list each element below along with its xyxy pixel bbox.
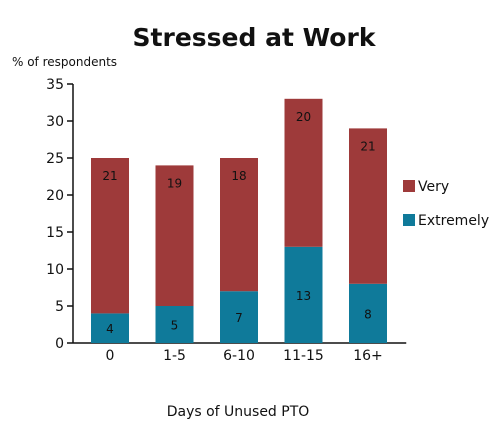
y-tick-label: 0: [55, 336, 64, 352]
y-axis: 0 5 10 15 20 25 30 35: [46, 77, 74, 352]
legend: Very Extremely: [403, 179, 489, 229]
x-tick-label: 1-5: [163, 348, 186, 364]
legend-swatch-very: [403, 180, 415, 192]
x-tick-label: 11-15: [283, 348, 324, 364]
bar-extremely-16+: [349, 283, 387, 343]
data-label-extremely: 8: [364, 307, 372, 321]
data-label-extremely: 13: [296, 289, 311, 303]
legend-swatch-extremely: [403, 214, 415, 226]
data-label-extremely: 5: [171, 319, 179, 333]
data-label-very: 18: [231, 169, 246, 183]
bar-extremely-1-5: [155, 306, 194, 343]
y-tick-label: 20: [46, 188, 64, 204]
y-tick-label: 15: [46, 225, 64, 241]
legend-label-extremely: Extremely: [418, 213, 489, 229]
y-axis-label: % of respondents: [12, 55, 117, 69]
y-tick-label: 5: [55, 299, 64, 315]
legend-label-very: Very: [418, 179, 449, 195]
bar-very-1-5: [155, 165, 194, 306]
bar-very-0: [91, 158, 129, 314]
data-label-very: 19: [167, 176, 182, 190]
data-label-extremely: 7: [235, 311, 243, 325]
data-label-extremely: 4: [106, 322, 114, 336]
chart-title: Stressed at Work: [133, 23, 377, 52]
x-axis: 0 1-5 6-10 11-15 16+: [73, 342, 407, 364]
bar-extremely-11-15: [284, 246, 323, 343]
bar-very-6-10: [220, 158, 258, 292]
data-label-very: 20: [296, 110, 311, 124]
data-label-very: 21: [360, 139, 375, 153]
x-tick-label: 6-10: [223, 348, 255, 364]
bars-group: 4 21 5 19 7 18 13 20 8 21: [91, 98, 387, 343]
bar-very-16+: [349, 128, 387, 284]
bar-very-11-15: [284, 98, 323, 247]
y-tick-label: 35: [46, 77, 64, 93]
data-label-very: 21: [102, 169, 117, 183]
bar-extremely-0: [91, 313, 129, 343]
y-tick-label: 25: [46, 151, 64, 167]
x-tick-label: 16+: [353, 348, 383, 364]
bar-extremely-6-10: [220, 291, 258, 343]
x-tick-label: 0: [106, 348, 115, 364]
x-axis-label: Days of Unused PTO: [167, 404, 310, 420]
y-tick-label: 30: [46, 114, 64, 130]
y-tick-label: 10: [46, 262, 64, 278]
